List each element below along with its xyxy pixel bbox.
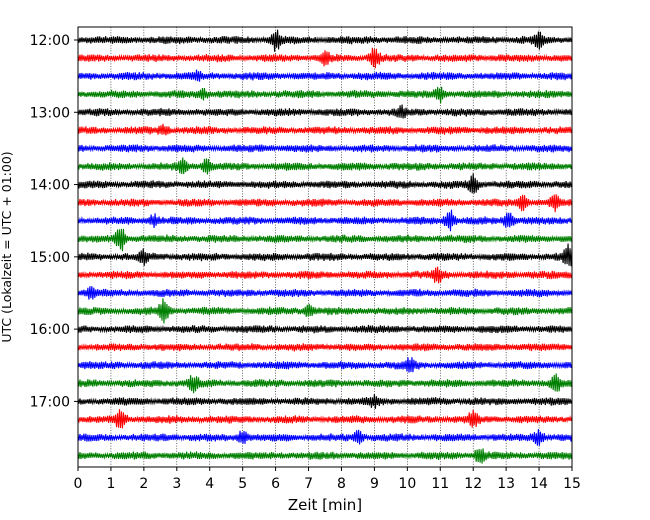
trace-1330 bbox=[77, 144, 573, 153]
x-tick-label: 5 bbox=[238, 476, 247, 492]
trace-1215 bbox=[77, 47, 573, 69]
x-tick-label: 4 bbox=[205, 476, 214, 492]
x-tick-label: 3 bbox=[172, 476, 181, 492]
x-tick-label: 15 bbox=[563, 476, 581, 492]
trace-1615 bbox=[77, 342, 573, 352]
y-tick-label: 16:00 bbox=[30, 322, 70, 338]
x-tick-label: 11 bbox=[431, 476, 449, 492]
trace-1445 bbox=[77, 228, 573, 252]
trace-1400 bbox=[77, 173, 573, 194]
x-tick-label: 13 bbox=[497, 476, 515, 492]
trace-1315 bbox=[77, 123, 573, 136]
plot-frame bbox=[77, 26, 573, 468]
y-axis: 12:00 13:00 14:00 15:00 16:00 17:00 bbox=[30, 33, 78, 410]
x-tick-label: 9 bbox=[370, 476, 379, 492]
trace-1600 bbox=[77, 324, 573, 334]
trace-1230 bbox=[77, 69, 573, 82]
x-axis-label: Zeit [min] bbox=[288, 496, 362, 514]
x-tick-label: 12 bbox=[464, 476, 482, 492]
trace-1630 bbox=[77, 357, 573, 373]
trace-1345 bbox=[77, 157, 573, 175]
trace-1715 bbox=[77, 409, 573, 429]
y-tick-label: 15:00 bbox=[30, 250, 70, 266]
y-axis-label: UTC (Lokalzeit = UTC + 01:00) bbox=[0, 151, 14, 342]
plot-area bbox=[78, 27, 572, 467]
traces bbox=[77, 29, 573, 464]
x-tick-label: 10 bbox=[398, 476, 416, 492]
x-tick-label: 7 bbox=[304, 476, 313, 492]
trace-1200 bbox=[77, 29, 573, 52]
trace-1500 bbox=[77, 243, 573, 267]
y-tick-label: 13:00 bbox=[30, 105, 70, 121]
x-tick-label: 0 bbox=[74, 476, 83, 492]
trace-1415 bbox=[77, 194, 573, 213]
trace-1430 bbox=[77, 209, 573, 232]
trace-1515 bbox=[77, 266, 573, 284]
trace-1245 bbox=[77, 86, 573, 104]
y-tick-label: 17:00 bbox=[30, 394, 70, 410]
trace-1645 bbox=[77, 373, 573, 394]
x-tick-label: 14 bbox=[530, 476, 548, 492]
trace-1545 bbox=[77, 298, 573, 324]
x-tick-label: 2 bbox=[139, 476, 148, 492]
x-axis: 0 1 2 3 4 5 6 7 8 9 10 11 12 13 14 15 bbox=[74, 467, 581, 492]
y-tick-label: 14:00 bbox=[30, 178, 70, 194]
trace-1530 bbox=[77, 286, 573, 300]
trace-1745 bbox=[77, 448, 573, 464]
trace-1700 bbox=[77, 394, 573, 409]
trace-1730 bbox=[77, 429, 573, 446]
trace-1300 bbox=[77, 104, 573, 119]
x-tick-label: 6 bbox=[271, 476, 280, 492]
x-tick-label: 8 bbox=[337, 476, 346, 492]
y-tick-label: 12:00 bbox=[30, 33, 70, 49]
x-tick-label: 1 bbox=[106, 476, 115, 492]
